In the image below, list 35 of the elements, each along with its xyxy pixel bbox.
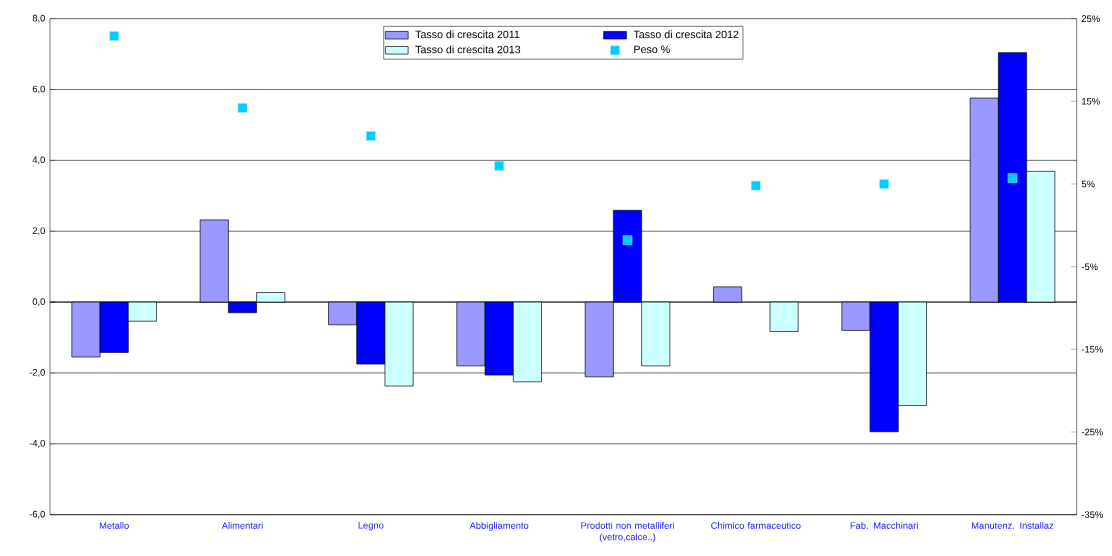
y-tick-label: 8,0 — [32, 14, 45, 23]
y2-tick-label: 25% — [1081, 15, 1100, 22]
x-tick-label: Prodotti non metalliferi (vetro,calce..) — [581, 522, 674, 543]
x-tick-label: Abbigliamento — [469, 522, 529, 531]
y-tick-label: -6,0 — [29, 510, 45, 519]
point — [366, 131, 376, 141]
point — [879, 179, 889, 189]
legend-label: Tasso di crescita 2012 — [633, 30, 739, 39]
x-tick-label: Alimentari — [221, 522, 263, 529]
x-tick-label: Chimico farmaceutico — [711, 522, 801, 529]
x-tick-label: Legno — [358, 522, 384, 531]
legend-label: Peso % — [634, 45, 670, 54]
legend-label: Tasso di crescita 2013 — [415, 45, 521, 54]
x-tick-label: Fab. Macchinari — [850, 522, 918, 529]
y2-tick-label: -25% — [1081, 428, 1103, 436]
point — [1007, 173, 1018, 184]
point — [109, 31, 119, 41]
point — [622, 235, 633, 246]
y2-tick-label: 5% — [1081, 180, 1095, 188]
point — [494, 161, 504, 171]
y2-tick-label: -5% — [1081, 263, 1098, 270]
x-tick-label: Manutenz. Installaz — [972, 522, 1054, 529]
y-tick-label: 2,0 — [32, 227, 45, 236]
x-tick-label: Metallo — [99, 522, 129, 529]
y2-tick-label: -15% — [1081, 346, 1103, 353]
y-tick-label: -4,0 — [29, 439, 45, 448]
point — [751, 180, 761, 191]
y-tick-label: 4,0 — [32, 156, 45, 165]
y-tick-label: 0,0 — [32, 298, 45, 306]
y2-tick-label: 15% — [1082, 98, 1100, 105]
y-tick-label: -2,0 — [29, 369, 45, 377]
legend-label: Tasso di crescita 2011 — [415, 30, 520, 39]
y-tick-label: 6,0 — [32, 85, 45, 94]
y2-tick-label: -35% — [1081, 511, 1103, 518]
point — [237, 103, 248, 113]
